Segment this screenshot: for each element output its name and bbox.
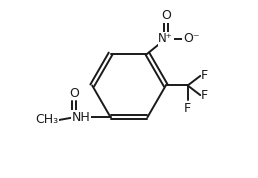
Text: F: F <box>184 102 191 115</box>
Text: NH: NH <box>72 111 91 124</box>
Text: O⁻: O⁻ <box>183 32 199 45</box>
Text: F: F <box>201 89 208 102</box>
Text: N⁺: N⁺ <box>158 32 173 45</box>
Text: O: O <box>69 87 79 100</box>
Text: O: O <box>161 9 171 22</box>
Text: CH₃: CH₃ <box>35 114 58 127</box>
Text: F: F <box>201 69 208 82</box>
